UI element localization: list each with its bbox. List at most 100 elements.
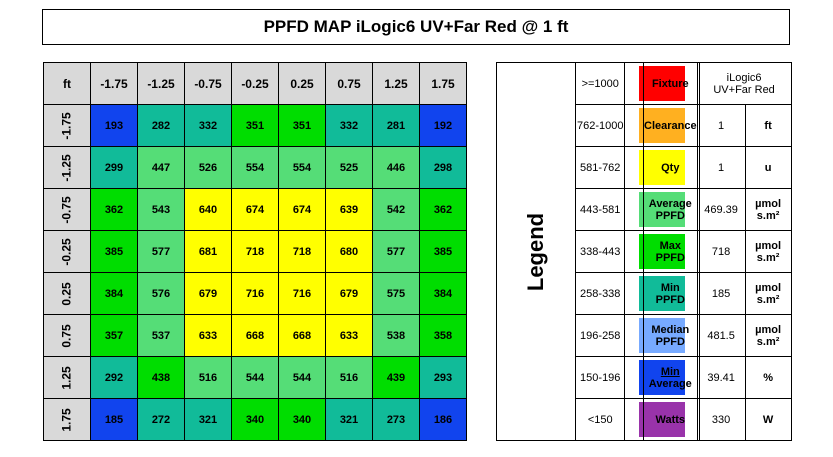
heatmap-cell: 544 bbox=[278, 356, 326, 399]
heatmap-cell: 668 bbox=[231, 314, 279, 357]
legend-range-label: 762-1000 bbox=[575, 104, 626, 147]
heatmap-cell: 639 bbox=[325, 188, 373, 231]
heatmap-x-label: 0.25 bbox=[278, 62, 326, 105]
legend-range-label: >=1000 bbox=[575, 62, 626, 105]
heatmap-corner-label: ft bbox=[43, 62, 91, 105]
legend-range-label: 150-196 bbox=[575, 356, 626, 399]
heatmap-row: -0.25 385 577 681 718 718 680 577 385 bbox=[43, 230, 467, 273]
heatmap-row: 1.75 185 272 321 340 340 321 273 186 bbox=[43, 398, 467, 441]
heatmap-cell: 716 bbox=[278, 272, 326, 315]
heatmap-cell: 439 bbox=[372, 356, 420, 399]
stats-row: Max PPFD 718 µmol s.m² bbox=[643, 230, 792, 273]
heatmap-y-label-text: 0.25 bbox=[59, 281, 74, 306]
heatmap-cell: 362 bbox=[419, 188, 467, 231]
heatmap-y-label: -1.25 bbox=[43, 146, 91, 189]
legend-range-label: 443-581 bbox=[575, 188, 626, 231]
heatmap-cell: 679 bbox=[184, 272, 232, 315]
heatmap-cell: 332 bbox=[325, 104, 373, 147]
heatmap-cell: 576 bbox=[137, 272, 185, 315]
heatmap-row: -1.25 299 447 526 554 554 525 446 298 bbox=[43, 146, 467, 189]
heatmap-cell: 575 bbox=[372, 272, 420, 315]
heatmap-cell: 186 bbox=[419, 398, 467, 441]
heatmap-cell: 577 bbox=[137, 230, 185, 273]
stats-row: Watts 330 W bbox=[643, 398, 792, 441]
heatmap-cell: 554 bbox=[278, 146, 326, 189]
heatmap-y-label-text: 1.25 bbox=[59, 365, 74, 390]
heatmap-cell: 446 bbox=[372, 146, 420, 189]
heatmap-y-label: 0.75 bbox=[43, 314, 91, 357]
heatmap-row: -0.75 362 543 640 674 674 639 542 362 bbox=[43, 188, 467, 231]
heatmap-x-label: -0.25 bbox=[231, 62, 279, 105]
heatmap-cell: 438 bbox=[137, 356, 185, 399]
heatmap-x-label: -0.75 bbox=[184, 62, 232, 105]
heatmap-cell: 351 bbox=[278, 104, 326, 147]
heatmap-cell: 542 bbox=[372, 188, 420, 231]
heatmap-cell: 537 bbox=[137, 314, 185, 357]
heatmap-cell: 679 bbox=[325, 272, 373, 315]
heatmap-y-label: 1.25 bbox=[43, 356, 91, 399]
heatmap-cell: 358 bbox=[419, 314, 467, 357]
heatmap-cell: 192 bbox=[419, 104, 467, 147]
heatmap-cell: 193 bbox=[90, 104, 138, 147]
stats-unit: µmol s.m² bbox=[744, 272, 792, 315]
heatmap-row: 0.25 384 576 679 716 716 679 575 384 bbox=[43, 272, 467, 315]
legend-title: Legend bbox=[495, 62, 577, 441]
stats-row: Fixture iLogic6 UV+Far Red bbox=[643, 62, 792, 105]
heatmap-y-label: -0.75 bbox=[43, 188, 91, 231]
heatmap-cell: 633 bbox=[325, 314, 373, 357]
heatmap-cell: 299 bbox=[90, 146, 138, 189]
legend-range-label: 338-443 bbox=[575, 230, 626, 273]
heatmap-cell: 384 bbox=[90, 272, 138, 315]
stats-unit: µmol s.m² bbox=[744, 314, 792, 357]
heatmap-cell: 282 bbox=[137, 104, 185, 147]
stats-unit: W bbox=[744, 398, 792, 441]
heatmap-cell: 544 bbox=[231, 356, 279, 399]
heatmap-x-label: -1.75 bbox=[90, 62, 138, 105]
legend-title-text: Legend bbox=[523, 212, 549, 291]
heatmap-y-label-text: -0.75 bbox=[59, 195, 74, 224]
heatmap-row: 1.25 292 438 516 544 544 516 439 293 bbox=[43, 356, 467, 399]
heatmap-y-label-text: -0.25 bbox=[59, 237, 74, 266]
stats-unit: u bbox=[744, 146, 792, 189]
stats-value: 1 bbox=[696, 146, 746, 189]
stats-value: iLogic6 UV+Far Red bbox=[696, 62, 792, 105]
heatmap-cell: 718 bbox=[278, 230, 326, 273]
legend-range-label: 581-762 bbox=[575, 146, 626, 189]
stats-value: 185 bbox=[696, 272, 746, 315]
stats-value: 330 bbox=[696, 398, 746, 441]
heatmap-cell: 272 bbox=[137, 398, 185, 441]
heatmap-cell: 577 bbox=[372, 230, 420, 273]
stats-label: Fixture bbox=[643, 62, 698, 105]
stats-value: 39.41 bbox=[696, 356, 746, 399]
stats-row: Average PPFD 469.39 µmol s.m² bbox=[643, 188, 792, 231]
heatmap-cell: 321 bbox=[184, 398, 232, 441]
heatmap-cell: 384 bbox=[419, 272, 467, 315]
heatmap-x-label: 0.75 bbox=[325, 62, 373, 105]
stats-label: Max PPFD bbox=[643, 230, 698, 273]
heatmap-cell: 668 bbox=[278, 314, 326, 357]
heatmap-cell: 293 bbox=[419, 356, 467, 399]
heatmap-cell: 680 bbox=[325, 230, 373, 273]
heatmap-cell: 321 bbox=[325, 398, 373, 441]
heatmap-cell: 292 bbox=[90, 356, 138, 399]
heatmap-y-label: 1.75 bbox=[43, 398, 91, 441]
heatmap-cell: 385 bbox=[90, 230, 138, 273]
legend-range-label: 258-338 bbox=[575, 272, 626, 315]
heatmap-header-row: ft -1.75 -1.25 -0.75 -0.25 0.25 0.75 1.25 1.75 bbox=[43, 62, 467, 105]
heatmap-cell: 516 bbox=[325, 356, 373, 399]
heatmap-cell: 332 bbox=[184, 104, 232, 147]
stats-value: 469.39 bbox=[696, 188, 746, 231]
stats-label: Average PPFD bbox=[643, 188, 698, 231]
stats-label: Qty bbox=[643, 146, 698, 189]
stats-table: Fixture iLogic6 UV+Far Red Clearance 1 ft Qty 1… bbox=[643, 62, 792, 441]
heatmap-cell: 538 bbox=[372, 314, 420, 357]
heatmap-cell: 716 bbox=[231, 272, 279, 315]
stats-label: Watts bbox=[643, 398, 698, 441]
heatmap-cell: 543 bbox=[137, 188, 185, 231]
stats-label: Min Average bbox=[643, 356, 698, 399]
heatmap-x-label: 1.75 bbox=[419, 62, 467, 105]
heatmap-row: -1.75 193 282 332 351 351 332 281 192 bbox=[43, 104, 467, 147]
ppfd-heatmap: ft -1.75 -1.25 -0.75 -0.25 0.25 0.75 1.25 1.75 -1… bbox=[43, 62, 467, 441]
heatmap-cell: 351 bbox=[231, 104, 279, 147]
heatmap-cell: 718 bbox=[231, 230, 279, 273]
